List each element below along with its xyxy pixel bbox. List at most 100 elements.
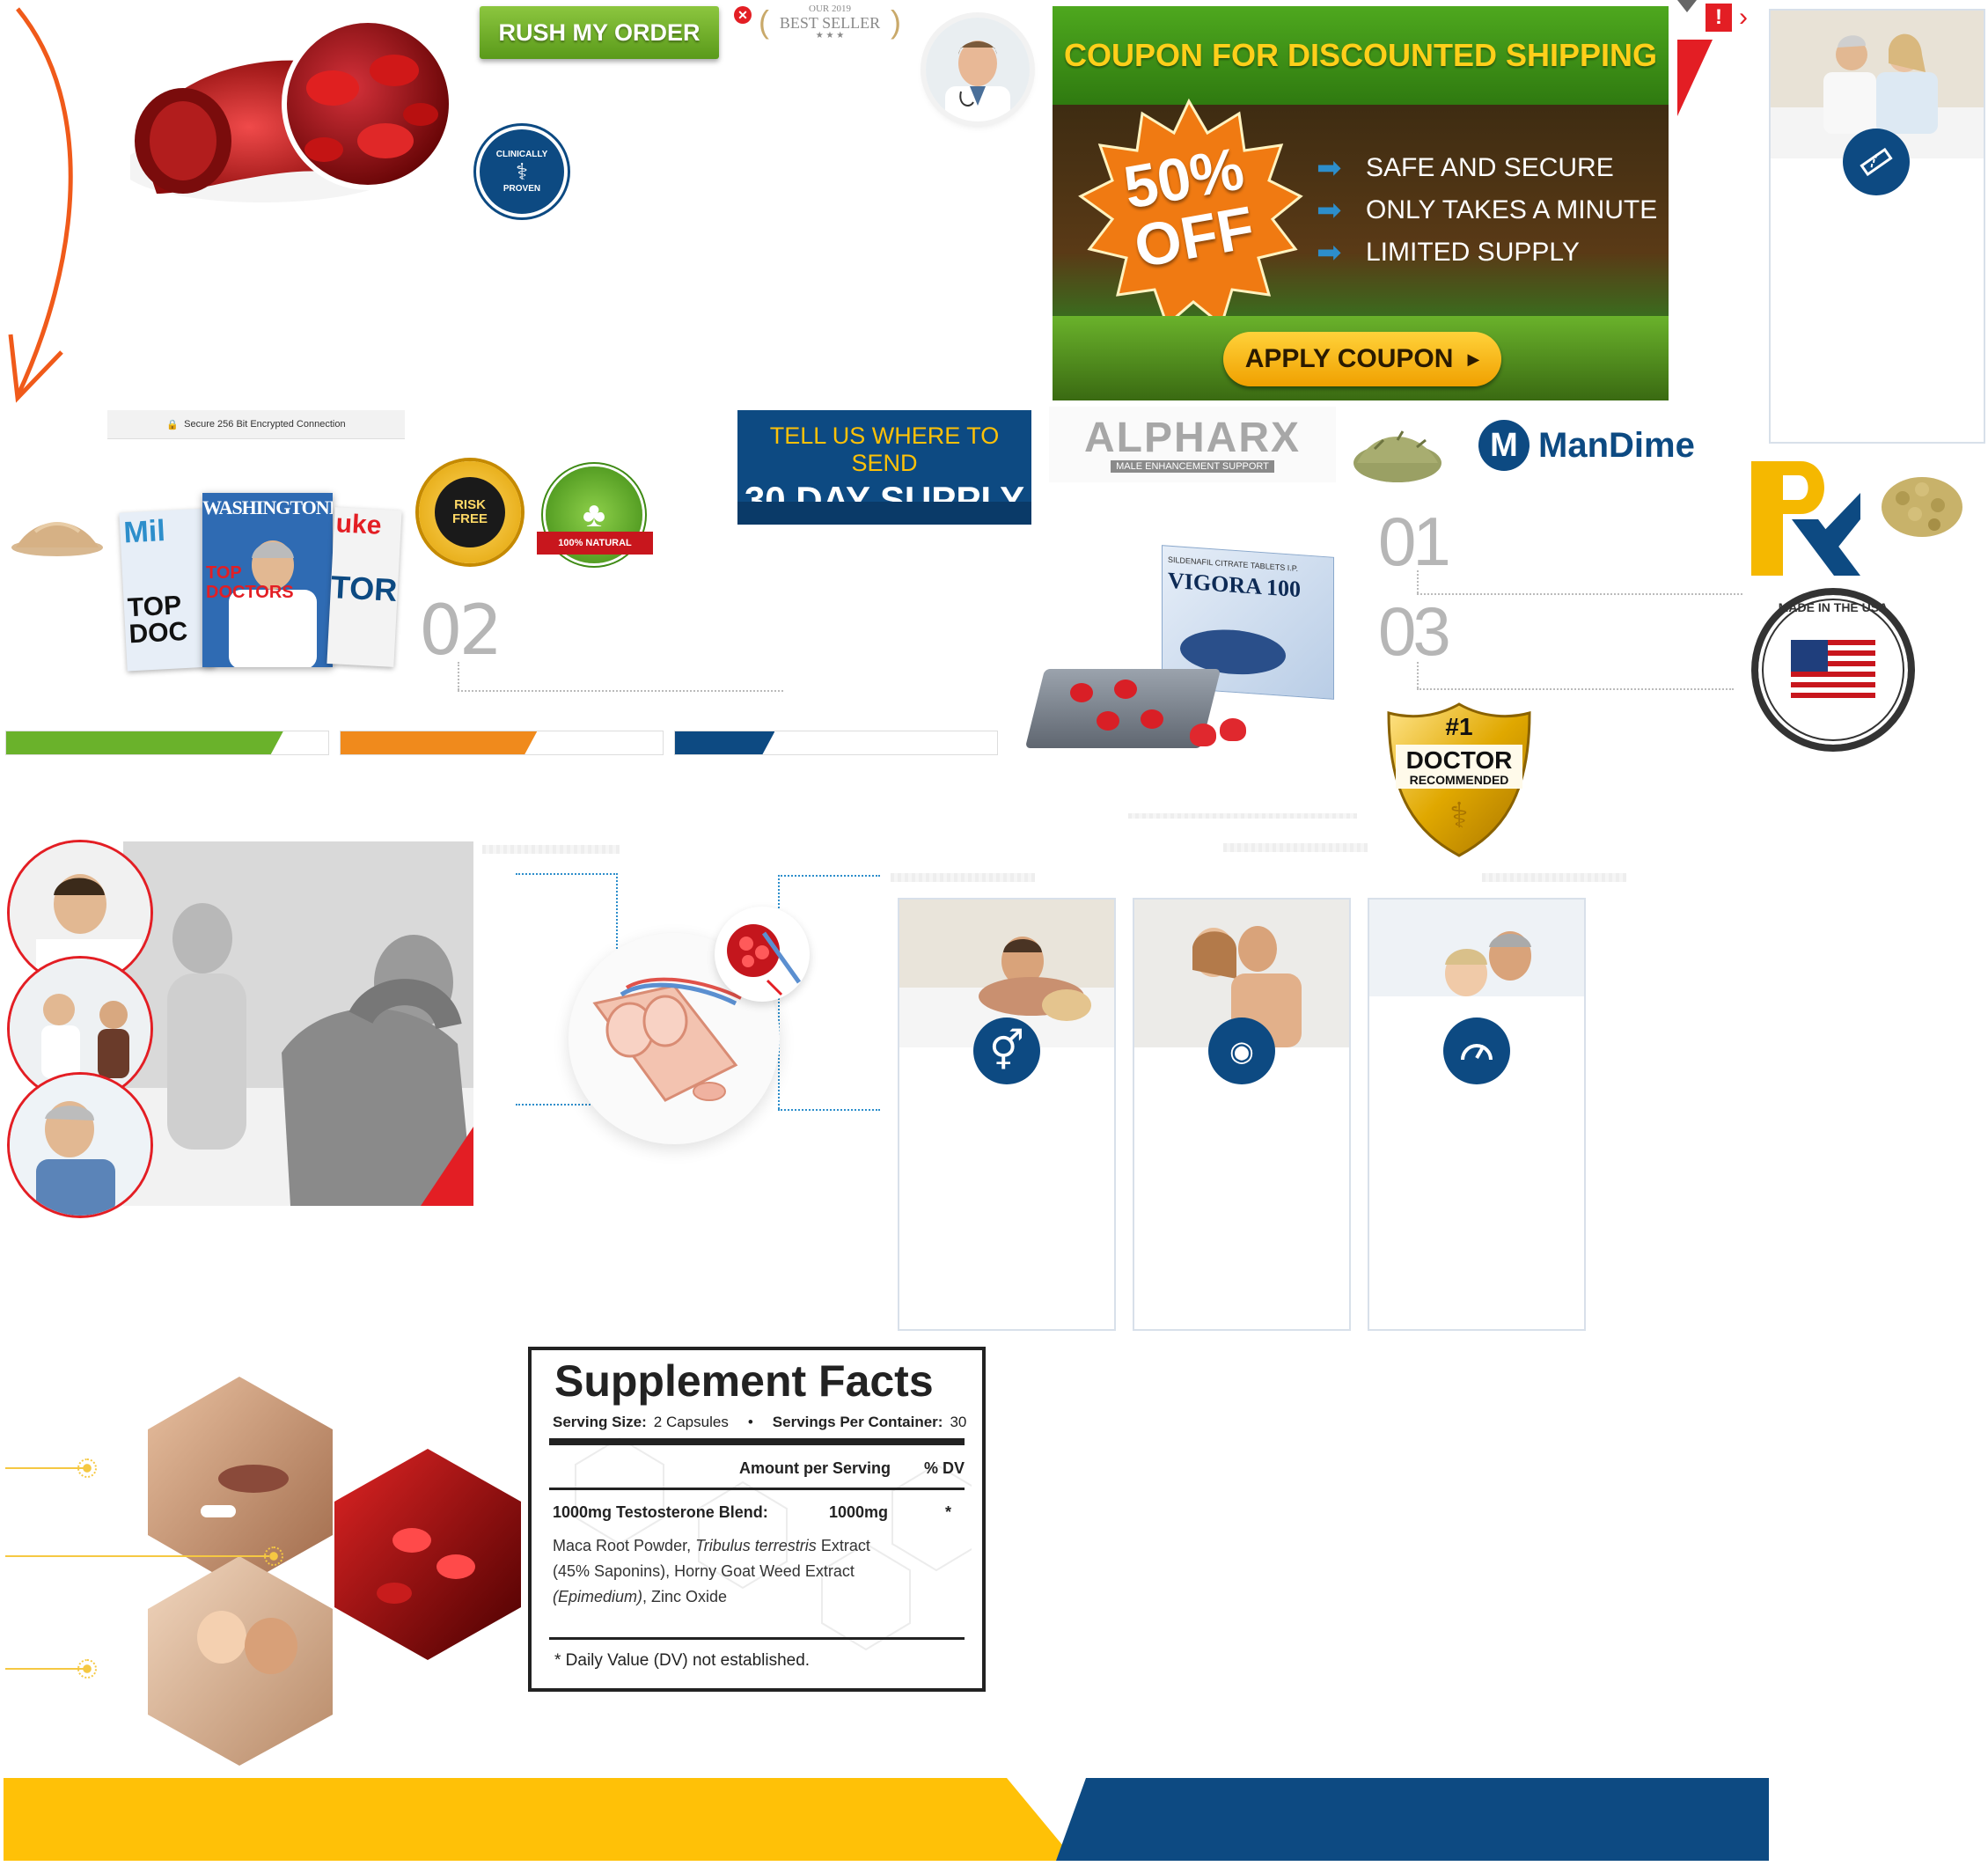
herbs-image: [1353, 430, 1441, 482]
blend-dv: *: [945, 1503, 952, 1521]
alpharx-name: ALPHARX: [1083, 415, 1301, 461]
rush-my-order-button[interactable]: RUSH MY ORDER: [480, 6, 719, 59]
blue-arrow-icon: ➡: [1317, 194, 1342, 227]
step-one-connector: [1417, 570, 1420, 593]
text-placeholder: [1482, 873, 1626, 882]
ruler-icon-circle: [1843, 129, 1910, 195]
dv-header: % DV: [924, 1459, 965, 1477]
coupon-header: COUPON FOR DISCOUNTED SHIPPING: [1053, 6, 1669, 105]
risk-free-inner: RISK FREE: [435, 477, 505, 547]
text-placeholder: [482, 845, 620, 854]
gender-icon: ⚥: [989, 1029, 1024, 1073]
coupon-bullet: ➡ SAFE AND SECURE: [1317, 147, 1657, 189]
best-seller-top: OUR 2019: [809, 4, 851, 14]
coupon-bullet: ➡ LIMITED SUPPLY: [1317, 231, 1657, 274]
rx-logo: [1751, 461, 1860, 576]
natural-badge: ♣ 100% NATURAL: [537, 466, 653, 572]
caduceus-icon: ⚕: [1449, 797, 1469, 835]
diagram-leader-line: [778, 1109, 880, 1111]
tell-us-bottom-strip: [737, 502, 1031, 525]
thin-divider: [549, 1637, 965, 1640]
speedometer-icon-circle: [1443, 1017, 1510, 1084]
supplement-facts-panel: Supplement Facts Serving Size: 2 Capsule…: [528, 1347, 986, 1692]
magazine-center: WASHINGTONIAN TOP DOCTORS: [202, 493, 333, 667]
shield-icon: [1387, 702, 1531, 857]
serving-row: Serving Size: 2 Capsules • Servings Per …: [553, 1414, 966, 1431]
laurel-right-icon: ): [891, 4, 901, 40]
red-pill: [1220, 718, 1246, 741]
rush-my-order-label: RUSH MY ORDER: [498, 18, 701, 46]
sun-icon: [77, 1659, 97, 1679]
ingredient-extract: Extract: [820, 1537, 870, 1554]
worried-man-portrait: [7, 1072, 153, 1218]
speedometer-icon: [1461, 1044, 1493, 1061]
servings-label: Servings Per Container:: [772, 1414, 943, 1430]
red-pill: [1190, 724, 1216, 746]
connector-line: [5, 1555, 269, 1557]
magazine-center-cover: TOP DOCTORS: [206, 563, 294, 602]
natural-ribbon: 100% NATURAL: [537, 532, 653, 555]
apply-coupon-button[interactable]: APPLY COUPON ▶: [1223, 332, 1501, 386]
couple-hug-image: [1134, 900, 1349, 1047]
progress-fill: [341, 731, 537, 754]
coupon-header-text: COUPON FOR DISCOUNTED SHIPPING: [1063, 37, 1658, 73]
lock-icon: 🔒: [166, 419, 180, 430]
supplement-title: Supplement Facts: [554, 1356, 934, 1406]
coupon-bullet-text: ONLY TAKES A MINUTE: [1366, 195, 1658, 224]
red-pill: [1114, 680, 1137, 699]
blend-name: 1000mg Testosterone Blend:: [553, 1503, 768, 1521]
ingredient-tribulus: Tribulus terrestris: [695, 1537, 817, 1554]
red-pill: [1141, 709, 1163, 729]
progress-bar-green: [5, 731, 329, 755]
laurel-left-icon: (: [759, 4, 769, 40]
blend-amount: 1000mg: [829, 1503, 889, 1521]
apply-coupon-label: APPLY COUPON: [1244, 344, 1454, 373]
vigora-product-image: SILDENAFIL CITRATE TABLETS I.P. VIGORA 1…: [1024, 545, 1334, 753]
natural-ribbon-text: 100% NATURAL: [558, 538, 632, 548]
best-seller-main: BEST SELLER: [779, 14, 881, 32]
red-corner-decoration: [421, 1127, 473, 1206]
blood-flow-zoom: [715, 907, 810, 1002]
alert-icon: !: [1706, 4, 1732, 32]
ingredient-hexagons: [148, 1377, 521, 1766]
serving-size-label: Serving Size:: [553, 1414, 647, 1430]
couple-in-bed-image: [1771, 11, 1984, 158]
blue-arrow-icon: ➡: [1317, 151, 1342, 185]
curved-arrow-icon: [8, 7, 73, 403]
diagram-leader-line: [778, 875, 880, 877]
supplement-footnote: * Daily Value (DV) not established.: [554, 1651, 811, 1670]
doctor-badge-num: #1: [1445, 713, 1473, 740]
caduceus-icon: ⚕: [515, 158, 529, 185]
stressed-man-image: [123, 841, 473, 1206]
gender-icon-circle: ⚥: [973, 1017, 1040, 1084]
secure-connection-text: Secure 256 Bit Encrypted Connection: [184, 419, 346, 430]
tell-us-banner: TELL US WHERE TO SEND 30 DAY SUPPLY: [737, 410, 1031, 525]
clinically-proven-bottom: PROVEN: [503, 184, 541, 194]
step-one-connector-h: [1417, 593, 1742, 595]
ingredient-zinc: , Zinc Oxide: [642, 1588, 728, 1605]
clinically-proven-top: CLINICALLY: [495, 150, 548, 159]
risk-free-badge: RISK FREE: [419, 461, 521, 563]
close-icon[interactable]: ✕: [734, 6, 752, 24]
us-flag-icon: [1791, 640, 1875, 700]
couple-card: [1769, 9, 1985, 444]
magazine-covers: Mil TOP DOC WASHINGTONIAN TOP DOCTORS uk…: [119, 493, 405, 672]
seeds-image: [1882, 477, 1962, 537]
coupon-bullet-text: SAFE AND SECURE: [1366, 153, 1614, 182]
progress-bar-orange: [340, 731, 664, 755]
coupon-bullets: ➡ SAFE AND SECURE ➡ ONLY TAKES A MINUTE …: [1317, 147, 1657, 274]
magazine-center-title: WASHINGTONIAN: [202, 496, 333, 518]
mandime-m-icon: M: [1478, 420, 1530, 471]
hexagon-pattern: [575, 1436, 972, 1651]
text-placeholder: [891, 873, 1035, 882]
doctor-avatar: [926, 18, 1030, 121]
magazine-right: uke TORS: [326, 507, 402, 667]
maca-powder-image: [11, 522, 103, 556]
step-number-one: 01: [1378, 503, 1451, 580]
ingredient-horny-goat: (45% Saponins), Horny Goat Weed Extract: [553, 1562, 855, 1580]
thick-divider: [549, 1438, 965, 1445]
alpharx-logo: ALPHARX MALE ENHANCEMENT SUPPORT: [1049, 407, 1336, 482]
benefit-card-stamina: [1368, 898, 1586, 1331]
connector-line: [5, 1467, 84, 1469]
sun-icon: [77, 1458, 97, 1478]
